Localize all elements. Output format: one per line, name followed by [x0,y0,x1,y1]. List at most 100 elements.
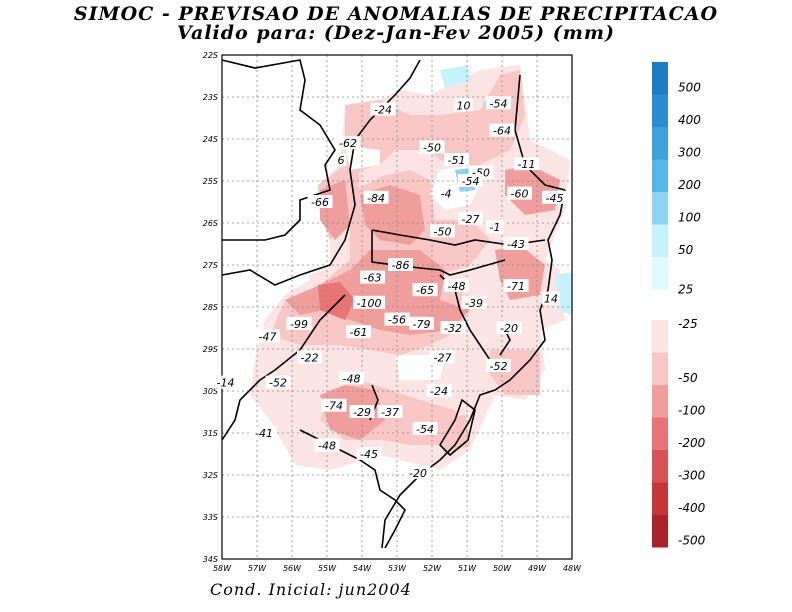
contour-label-text: -24 [430,385,448,398]
longitude-tick-label: 52W [423,564,442,573]
contour-label: -66 [307,195,333,209]
contour-label: -4 [437,186,455,201]
contour-label-text: -86 [392,259,410,272]
contour-label: -24 [370,102,396,117]
contour-label-text: -20 [409,467,427,480]
latitude-tick-label: 24S [203,135,218,144]
contour-label-bg [321,398,347,412]
contour-label-text: -62 [339,137,357,150]
contour-label-text: -63 [364,272,382,285]
contour-label-bg [377,405,403,418]
contour-label: -51 [444,153,469,167]
contour-label-bg [444,279,469,292]
contour-label-bg [335,153,347,166]
contour-label-text: -1 [490,221,501,234]
contour-label-text: -52 [269,377,287,390]
latitude-tick-label: 33S [203,513,218,522]
contour-label-bg [503,279,529,292]
contour-label-text: -29 [353,406,371,419]
contour-label: -50 [430,224,455,238]
contour-label-text: -50 [423,141,441,154]
color-legend: 500 400 300 200 100 50 25 -25 -50 -100 -200 -300 -40… [652,62,706,548]
contour-label-bg [440,321,466,334]
legend-label-negative: -500 [678,534,706,548]
legend-label-positive: 400 [678,113,701,127]
latitude-tick-label: 30S [203,387,218,396]
contour-label: 10 [454,98,473,112]
contour-label: -1 [486,220,504,234]
neutral-gap [300,240,330,280]
contour-label-bg [454,98,473,112]
legend-swatch-positive [652,127,668,160]
contour-label: -52 [265,375,291,390]
latitude-tick-label: 25S [203,177,218,186]
legend-swatch-positive [652,62,668,95]
contour-label-bg [335,136,361,150]
contour-label-text: -99 [290,318,308,331]
contour-label-text: -39 [465,297,483,310]
latitude-tick-label: 23S [203,93,218,102]
contour-label-text: -48 [448,280,466,293]
contour-label-text: -56 [388,314,406,327]
contour-label-bg [496,321,522,334]
contour-label-bg [437,186,455,200]
contour-label-text: -64 [493,125,511,138]
contour-label: -20 [405,465,431,480]
contour-label-bg [405,465,431,479]
contour-label: -24 [426,384,452,398]
contour-label: -63 [360,270,385,285]
contour-label-bg [507,186,532,200]
contour-label-text: 6 [338,154,345,167]
contour-label-text: -27 [462,213,480,226]
contour-label-text: -37 [381,406,399,419]
contour-label: -20 [496,321,522,335]
legend-swatch-negative [652,515,668,548]
legend-label-negative: -50 [678,371,698,385]
legend-swatch-positive [652,192,668,225]
contour-label-text: -48 [318,440,336,453]
anomaly-region-light [430,415,470,455]
longitude-tick-label: 51W [458,564,477,573]
latitude-tick-label: 31S [203,429,218,438]
contour-label-bg [412,421,438,435]
longitude-tick-label: 56W [283,564,302,573]
contour-label: -62 [335,136,361,150]
contour-label-text: -27 [434,351,452,364]
contour-label: -54 [458,174,483,188]
contour-label-bg [297,350,322,364]
state-border [221,239,346,286]
contour-label: -32 [440,321,466,335]
contour-label-text: -54 [490,97,508,110]
contour-label-bg [370,102,396,116]
contour-label-bg [444,153,469,166]
contour-label-bg [251,426,277,439]
contour-label: -65 [412,283,438,297]
contour-label-text: -32 [444,322,462,335]
contour-label-text: -52 [490,360,508,373]
contour-label: 14 [542,291,560,306]
contour-label-bg [514,157,539,171]
state-border [344,59,421,241]
legend-label-positive: 300 [678,146,701,160]
contour-label: -14 [213,375,238,390]
contour-label: -27 [458,211,483,226]
contour-label: -99 [286,316,312,331]
latitude-tick-label: 29S [203,345,218,354]
longitude-ticks: 58W 57W 56W 55W 54W 53W 52W 51W 50W 49W 48W [213,564,582,573]
contour-label: -60 [507,186,532,201]
contour-label-bg [213,375,238,389]
legend-swatch-positive [652,224,668,257]
legend-label-negative: -400 [678,501,706,515]
contour-label-bg [461,295,487,309]
contour-label-bg [486,358,511,372]
contour-label-bg [430,224,455,238]
contour-label: -45 [542,190,567,205]
contour-label-text: -48 [343,372,361,385]
contour-label: -48 [339,371,364,385]
contour-label-bg [353,295,385,309]
contour-label-text: -79 [413,318,431,331]
contour-label: -22 [297,350,322,364]
legend-label-positive: 25 [678,283,693,297]
contour-label-text: -51 [448,154,466,167]
contour-label-text: -43 [507,238,525,251]
